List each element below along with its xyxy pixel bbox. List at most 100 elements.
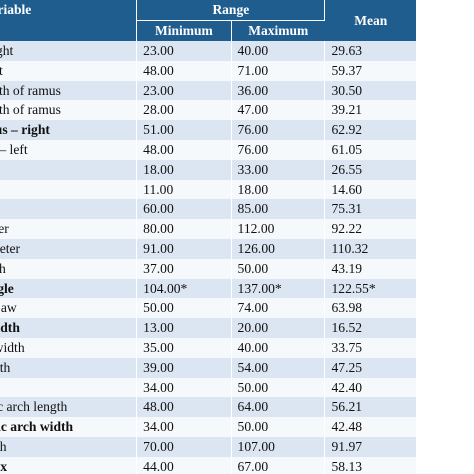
maximum-cell: 137.00*: [231, 278, 326, 299]
mean-cell: 122.55*: [324, 278, 416, 299]
minimum-cell: 44.00: [136, 456, 232, 474]
mean-cell: 26.55: [324, 159, 416, 180]
mean-column-header: Mean: [324, 0, 416, 41]
mean-cell: 16.52: [324, 318, 416, 338]
minimum-cell: 35.00: [136, 337, 232, 358]
minimum-cell: 51.00: [136, 120, 232, 140]
mean-cell: 29.63: [324, 41, 416, 61]
maximum-cell: 33.00: [231, 159, 326, 180]
minimum-cell: 23.00: [136, 41, 232, 61]
variable-name-cell: remolar width: [0, 337, 138, 358]
variable-name-cell: nolar width: [0, 357, 138, 378]
variable-name-cell: opometric arch width: [0, 417, 138, 437]
variable-name-cell: ength: [0, 377, 138, 398]
variable-name-cell: hickness: [0, 179, 138, 200]
mean-cell: 110.32: [324, 238, 416, 259]
maximum-cell: 18.00: [231, 179, 326, 200]
minimum-cell: 37.00: [136, 258, 232, 279]
minimum-column-header: Minimum: [136, 20, 232, 41]
maximum-cell: 50.00: [231, 258, 326, 279]
maximum-cell: 67.00: [231, 456, 326, 474]
variable-name-cell: ular index: [0, 456, 138, 474]
minimum-cell: 80.00: [136, 219, 232, 239]
maximum-cell: 20.00: [231, 318, 326, 338]
minimum-cell: 39.00: [136, 357, 232, 378]
mean-cell: 75.31: [324, 199, 416, 220]
mean-cell: 30.50: [324, 80, 416, 101]
maximum-cell: 54.00: [231, 357, 326, 378]
minimum-cell: 48.00: [136, 60, 232, 81]
mean-cell: 14.60: [324, 179, 416, 200]
mean-cell: 59.37: [324, 60, 416, 81]
measurements-table: of the variable Range Mean Minimum Maxim…: [0, 0, 416, 474]
table-header: of the variable Range Mean Minimum Maxim…: [0, 0, 416, 41]
minimum-cell: 13.00: [136, 318, 232, 338]
mean-cell: 42.40: [324, 377, 416, 398]
mean-cell: 63.98: [324, 298, 416, 319]
maximum-cell: 64.00: [231, 397, 326, 418]
minimum-cell: 91.00: [136, 238, 232, 259]
mean-cell: 43.19: [324, 258, 416, 279]
mean-cell: 91.97: [324, 436, 416, 457]
mean-cell: 33.75: [324, 337, 416, 358]
minimum-cell: 18.00: [136, 159, 232, 180]
variable-name-cell: t of ramus – right: [0, 120, 138, 140]
variable-name-cell: tal breadth: [0, 258, 138, 279]
maximum-cell: 36.00: [231, 80, 326, 101]
variable-column-header: of the variable: [0, 0, 138, 41]
maximum-cell: 50.00: [231, 377, 326, 398]
variable-name-cell: opometric arch length: [0, 397, 138, 418]
table-row: bular angle104.00*137.00*122.55*: [0, 278, 416, 299]
minimum-cell: 11.00: [136, 179, 232, 200]
maximum-column-header: Maximum: [231, 20, 325, 41]
variable-name-cell: um breadth of ramus: [0, 100, 138, 121]
variable-name-cell: of ramus – left: [0, 139, 138, 160]
maximum-cell: 40.00: [231, 41, 326, 61]
variable-name-cell: um breadth of ramus: [0, 80, 138, 101]
maximum-cell: 40.00: [231, 337, 326, 358]
minimum-cell: 34.00: [136, 377, 232, 398]
maximum-cell: 76.00: [231, 120, 326, 140]
variable-name-cell: noid width: [0, 436, 138, 457]
maximum-cell: 126.00: [231, 238, 326, 259]
variable-name-cell: ength: [0, 159, 138, 180]
variable-name-cell: ylar diameter: [0, 238, 138, 259]
mean-cell: 61.05: [324, 139, 416, 160]
minimum-cell: 60.00: [136, 199, 232, 220]
minimum-cell: 34.00: [136, 417, 232, 437]
maximum-cell: 76.00: [231, 139, 326, 160]
mean-cell: 92.22: [324, 219, 416, 239]
minimum-cell: 28.00: [136, 100, 232, 121]
maximum-cell: 112.00: [231, 219, 326, 239]
variable-name-cell: oid height: [0, 60, 138, 81]
range-column-header: Range: [136, 0, 326, 21]
maximum-cell: 47.00: [231, 100, 326, 121]
minimum-cell: 48.00: [136, 397, 232, 418]
variable-name-cell: bular angle: [0, 278, 138, 299]
minimum-cell: 104.00*: [136, 278, 232, 299]
mean-cell: 62.92: [324, 120, 416, 140]
variable-name-cell: ncisor width: [0, 318, 138, 338]
variable-name-cell: of lower jaw: [0, 298, 138, 319]
